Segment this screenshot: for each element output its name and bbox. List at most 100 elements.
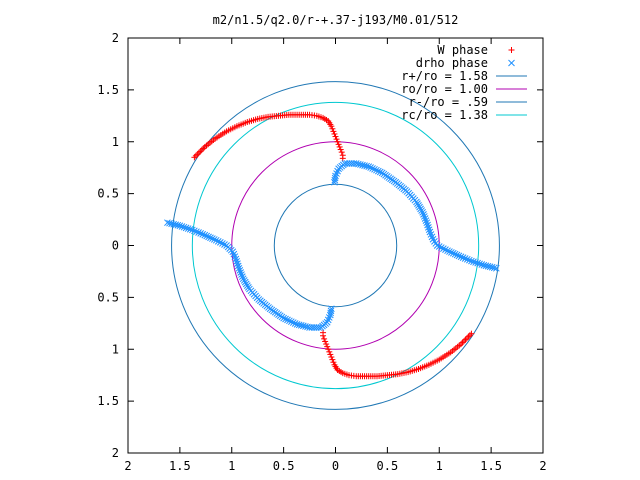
data-point xyxy=(359,161,366,169)
data-point xyxy=(207,234,214,242)
data-point xyxy=(210,236,218,243)
data-point xyxy=(164,219,171,227)
data-point xyxy=(234,260,241,268)
y-tick-label: 2 xyxy=(112,31,119,45)
data-point xyxy=(329,356,336,363)
data-point xyxy=(280,314,287,322)
data-point xyxy=(236,267,244,274)
data-point xyxy=(199,230,207,238)
data-point xyxy=(336,143,343,150)
data-point xyxy=(465,333,472,340)
data-point xyxy=(216,239,224,246)
data-point xyxy=(492,264,500,272)
data-point xyxy=(287,318,295,326)
data-point xyxy=(484,262,492,270)
data-point xyxy=(326,348,333,355)
data-point xyxy=(374,167,382,175)
data-point xyxy=(343,160,351,167)
data-point xyxy=(178,223,186,230)
data-point xyxy=(233,257,241,265)
data-point xyxy=(373,166,380,174)
data-point xyxy=(455,252,463,260)
data-point xyxy=(328,354,335,361)
data-point xyxy=(221,241,228,248)
data-point xyxy=(174,221,182,229)
data-point xyxy=(176,222,184,230)
data-point xyxy=(466,332,473,339)
legend-entry: ro/ro = 1.00 xyxy=(401,82,527,96)
data-point xyxy=(286,317,293,325)
data-point xyxy=(449,249,457,257)
data-point xyxy=(293,320,301,328)
data-point xyxy=(330,128,337,135)
data-point xyxy=(201,231,209,239)
data-point xyxy=(426,228,434,236)
legend-label: W phase xyxy=(437,43,488,57)
data-point xyxy=(363,162,370,170)
data-point xyxy=(440,245,447,252)
legend-label: ro/ro = 1.00 xyxy=(401,82,488,96)
data-point xyxy=(488,263,496,271)
data-point xyxy=(193,228,200,236)
data-point xyxy=(332,133,339,140)
data-point xyxy=(463,335,470,342)
data-point xyxy=(442,246,449,254)
data-point xyxy=(476,260,484,268)
data-point xyxy=(371,165,378,173)
x-tick-label: 0.5 xyxy=(273,459,295,473)
data-point xyxy=(444,247,451,255)
y-tick-label: 0.5 xyxy=(97,187,119,201)
data-point xyxy=(203,232,211,240)
x-tick-label: 1.5 xyxy=(169,459,191,473)
data-point xyxy=(184,225,192,232)
data-point xyxy=(331,130,338,137)
data-point xyxy=(461,338,468,345)
data-point xyxy=(421,215,429,222)
data-point xyxy=(327,351,334,358)
data-point xyxy=(478,261,486,268)
data-point xyxy=(453,251,461,259)
data-point xyxy=(338,149,345,156)
axes: 2 1.5 1 0.5 0 0.5 1 1.5 221.510.500.511.52 xyxy=(97,31,546,473)
data-point xyxy=(180,223,188,231)
data-point xyxy=(295,321,303,329)
data-point xyxy=(172,221,180,229)
data-point xyxy=(376,168,384,176)
data-point xyxy=(331,176,339,184)
data-point xyxy=(437,244,445,251)
data-point xyxy=(369,165,376,172)
y-tick-label: 1 xyxy=(112,342,119,356)
data-point xyxy=(323,341,330,348)
data-point xyxy=(194,151,201,158)
data-point xyxy=(214,237,222,245)
data-point xyxy=(212,236,220,244)
y-tick-label: 2 xyxy=(112,446,119,460)
data-point xyxy=(322,338,329,345)
data-point xyxy=(302,323,309,330)
data-point xyxy=(472,259,479,266)
legend-swatch xyxy=(508,59,515,67)
data-point xyxy=(186,225,194,233)
data-point xyxy=(320,329,327,336)
data-point xyxy=(284,316,291,324)
legend-entry: rc/ro = 1.38 xyxy=(401,108,527,122)
data-point xyxy=(335,141,342,148)
chart-title: m2/n1.5/q2.0/r-+.37-j193/M0.01/512 xyxy=(213,13,459,27)
x-tick-label: 0.5 xyxy=(377,459,399,473)
data-point xyxy=(219,240,226,247)
data-point xyxy=(378,169,386,177)
data-point xyxy=(482,262,490,270)
data-point xyxy=(423,219,431,227)
data-point xyxy=(291,320,299,327)
data-point xyxy=(328,123,335,130)
data-point xyxy=(490,264,498,272)
reference-circle xyxy=(191,101,480,390)
data-point xyxy=(315,324,323,331)
data-point xyxy=(446,248,453,255)
data-point xyxy=(420,211,427,218)
y-tick-label: 1.5 xyxy=(97,394,119,408)
data-point xyxy=(462,336,469,343)
data-point xyxy=(331,178,338,186)
x-tick-label: 1.5 xyxy=(480,459,502,473)
